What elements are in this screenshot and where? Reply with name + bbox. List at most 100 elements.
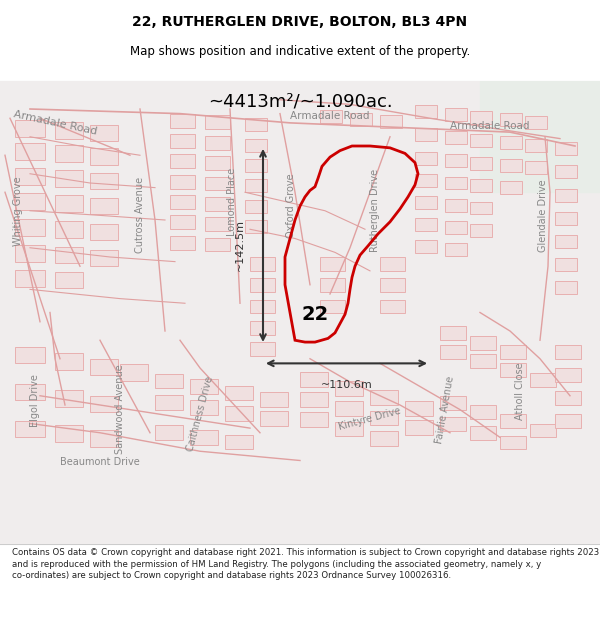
Bar bbox=[170, 236, 195, 249]
Bar bbox=[55, 390, 83, 407]
Bar bbox=[525, 139, 547, 151]
Bar bbox=[335, 401, 363, 416]
Bar bbox=[15, 347, 45, 363]
Bar bbox=[440, 417, 466, 431]
Text: Fairlie Avenue: Fairlie Avenue bbox=[434, 375, 456, 444]
Bar bbox=[55, 426, 83, 442]
Bar bbox=[245, 199, 267, 212]
Bar bbox=[555, 368, 581, 382]
Bar bbox=[55, 221, 83, 238]
Bar bbox=[225, 386, 253, 401]
Bar bbox=[405, 401, 433, 416]
Bar bbox=[500, 136, 522, 149]
Bar bbox=[440, 326, 466, 340]
Bar bbox=[245, 139, 267, 151]
Bar bbox=[415, 196, 437, 209]
Bar bbox=[525, 116, 547, 129]
Bar bbox=[55, 272, 83, 289]
Text: Map shows position and indicative extent of the property.: Map shows position and indicative extent… bbox=[130, 45, 470, 58]
Bar bbox=[250, 257, 275, 271]
Bar bbox=[245, 118, 267, 131]
Bar bbox=[470, 179, 492, 192]
Text: Glendale Drive: Glendale Drive bbox=[538, 179, 548, 252]
Bar bbox=[370, 431, 398, 446]
Bar bbox=[205, 156, 230, 170]
Bar bbox=[120, 364, 148, 381]
Text: 22, RUTHERGLEN DRIVE, BOLTON, BL3 4PN: 22, RUTHERGLEN DRIVE, BOLTON, BL3 4PN bbox=[133, 14, 467, 29]
Bar bbox=[170, 174, 195, 189]
Bar bbox=[15, 120, 45, 137]
Bar bbox=[555, 345, 581, 359]
Bar bbox=[170, 154, 195, 168]
Bar bbox=[555, 414, 581, 428]
Text: Elgol Drive: Elgol Drive bbox=[30, 374, 40, 427]
Bar bbox=[440, 345, 466, 359]
Bar bbox=[555, 281, 577, 294]
Bar bbox=[170, 216, 195, 229]
Bar bbox=[415, 128, 437, 141]
Bar bbox=[415, 174, 437, 187]
Bar bbox=[440, 396, 466, 409]
Bar bbox=[250, 342, 275, 356]
Bar bbox=[555, 391, 581, 405]
Bar bbox=[15, 143, 45, 160]
Bar bbox=[500, 159, 522, 172]
Text: Armadale Road: Armadale Road bbox=[12, 109, 98, 137]
Bar bbox=[205, 136, 230, 150]
Bar bbox=[245, 179, 267, 192]
Bar bbox=[205, 116, 230, 129]
Bar bbox=[470, 354, 496, 368]
Bar bbox=[250, 321, 275, 335]
Bar bbox=[225, 406, 253, 421]
Bar bbox=[170, 195, 195, 209]
Bar bbox=[260, 411, 288, 426]
Bar bbox=[480, 81, 600, 192]
Bar bbox=[300, 412, 328, 428]
Text: ~110.6m: ~110.6m bbox=[320, 380, 373, 390]
Bar bbox=[250, 299, 275, 313]
Bar bbox=[380, 114, 402, 128]
Text: ~142.5m: ~142.5m bbox=[235, 219, 245, 271]
Bar bbox=[320, 278, 345, 292]
Bar bbox=[320, 257, 345, 271]
Bar bbox=[445, 108, 467, 121]
Bar bbox=[525, 161, 547, 174]
Bar bbox=[380, 299, 405, 313]
Bar bbox=[445, 154, 467, 168]
Bar bbox=[320, 110, 342, 123]
Bar bbox=[15, 168, 45, 185]
Bar bbox=[55, 145, 83, 162]
Text: Sandwood Avenue: Sandwood Avenue bbox=[115, 365, 125, 454]
Bar bbox=[190, 430, 218, 445]
Bar bbox=[245, 220, 267, 233]
Bar bbox=[555, 258, 577, 271]
Text: Atholl Close: Atholl Close bbox=[515, 362, 525, 420]
Bar bbox=[380, 278, 405, 292]
Bar bbox=[15, 270, 45, 287]
Bar bbox=[555, 189, 577, 201]
Bar bbox=[530, 424, 556, 438]
Bar bbox=[470, 336, 496, 349]
Bar bbox=[55, 170, 83, 187]
Bar bbox=[500, 181, 522, 194]
Text: Beaumont Drive: Beaumont Drive bbox=[60, 458, 140, 468]
Bar bbox=[15, 384, 45, 401]
Text: Cutross Avenue: Cutross Avenue bbox=[135, 177, 145, 254]
Bar bbox=[190, 379, 218, 394]
Bar bbox=[205, 217, 230, 231]
Bar bbox=[470, 111, 492, 124]
Bar bbox=[90, 198, 118, 214]
Bar bbox=[415, 151, 437, 164]
Bar bbox=[335, 422, 363, 436]
Bar bbox=[380, 257, 405, 271]
Bar bbox=[15, 193, 45, 210]
Bar bbox=[555, 212, 577, 224]
Bar bbox=[300, 392, 328, 407]
Bar bbox=[500, 345, 526, 359]
Bar bbox=[245, 159, 267, 172]
Bar bbox=[90, 148, 118, 164]
Bar bbox=[320, 299, 345, 313]
Bar bbox=[555, 142, 577, 155]
Bar bbox=[260, 392, 288, 407]
Bar bbox=[470, 405, 496, 419]
